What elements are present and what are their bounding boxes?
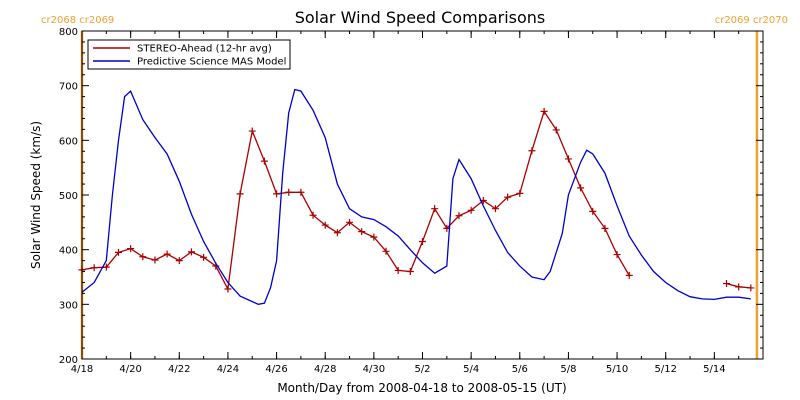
y-tick-label: 600 [59, 136, 78, 147]
series-0-point [431, 205, 439, 213]
series-0-point [114, 248, 122, 256]
series-0-point [564, 155, 572, 163]
x-tick-label: 4/20 [119, 364, 141, 375]
x-tick-label: 5/4 [463, 364, 479, 375]
y-tick-label: 700 [59, 82, 78, 93]
x-tick-label: 4/26 [265, 364, 287, 375]
x-tick-label: 4/18 [71, 364, 93, 375]
series-0-point [273, 190, 281, 198]
legend-label-0: STEREO-Ahead (12-hr avg) [137, 44, 272, 55]
series-0-point [735, 283, 743, 291]
chart-title: Solar Wind Speed Comparisons [295, 8, 546, 27]
series-0-point [163, 250, 171, 258]
carrington-labels-right: cr2069 cr2070 [715, 15, 788, 26]
y-tick-label: 200 [59, 355, 78, 366]
series-0-point [260, 157, 268, 165]
series-0-point [589, 207, 597, 215]
series-0-point [419, 237, 426, 245]
x-tick-label: 5/12 [654, 364, 676, 375]
x-tick-label: 5/6 [512, 364, 528, 375]
carrington-label-left: cr2068 cr2069 [41, 15, 114, 26]
series-0-point [723, 280, 731, 288]
series-0-point [577, 184, 585, 192]
x-tick-label: 5/8 [560, 364, 576, 375]
series-0-point [455, 212, 463, 220]
legend-label-1: Predictive Science MAS Model [137, 57, 286, 68]
series-0-point [309, 211, 317, 219]
series-0-line-0 [81, 109, 630, 292]
series-0-point [224, 285, 232, 293]
series-0-point [151, 256, 159, 264]
carrington-labels-left: cr2068 cr2069 [41, 15, 114, 26]
series-0-point [321, 221, 329, 229]
series-0-point [90, 264, 98, 272]
series-layer [78, 88, 755, 305]
series-0-point [127, 245, 135, 253]
series-0-point [467, 206, 475, 214]
series-0-point [528, 147, 536, 155]
series-0-point [102, 263, 110, 271]
series-0-point [346, 218, 354, 226]
y-axis: 200 300 400 500 600 700 800 [59, 27, 763, 366]
series-0-point [601, 224, 609, 232]
series-0-point [236, 190, 244, 198]
series-0-point [139, 253, 147, 261]
legend: STEREO-Ahead (12-hr avg) Predictive Scien… [87, 39, 291, 70]
x-tick-label: 4/22 [168, 364, 190, 375]
x-tick-label: 5/2 [414, 364, 430, 375]
carrington-label-right: cr2069 cr2070 [715, 15, 788, 26]
x-axis-label: Month/Day from 2008-04-18 to 2008-05-15 … [277, 381, 566, 395]
series-0-point [747, 284, 755, 292]
series-0-point [370, 233, 378, 241]
series-0-point [248, 127, 256, 135]
series-0-point [613, 251, 621, 259]
series-0-point [285, 188, 293, 196]
y-tick-label: 300 [59, 300, 78, 311]
series-0-point [625, 271, 633, 279]
series-0-point [516, 189, 524, 197]
y-tick-label: 400 [59, 246, 78, 257]
series-0-point [504, 193, 512, 201]
series-1-line-0 [81, 88, 751, 305]
series-0-point [382, 247, 390, 255]
y-tick-label: 800 [59, 27, 78, 38]
series-0-point [406, 268, 414, 276]
x-tick-label: 4/30 [363, 364, 385, 375]
x-tick-label: 4/24 [217, 364, 239, 375]
series-0-point [297, 188, 305, 196]
series-0-point [175, 257, 183, 265]
series-0-point [333, 229, 341, 237]
x-tick-label: 5/10 [606, 364, 628, 375]
series-0-point [200, 253, 208, 261]
series-0-point [187, 248, 195, 256]
x-tick-label: 5/14 [703, 364, 725, 375]
series-0-point [491, 205, 499, 213]
x-axis: 4/18 4/20 4/22 4/24 4/26 4/28 4/30 5/2 5/4 5/6 5/8… [71, 31, 764, 375]
y-axis-label: Solar Wind Speed (km/s) [29, 121, 43, 269]
y-tick-label: 500 [59, 191, 78, 202]
legend-box [87, 39, 291, 70]
series-0-point [552, 126, 560, 134]
series-0-point [394, 266, 402, 274]
series-0-point [540, 107, 548, 115]
x-tick-label: 4/28 [314, 364, 336, 375]
series-0-point [358, 228, 366, 236]
